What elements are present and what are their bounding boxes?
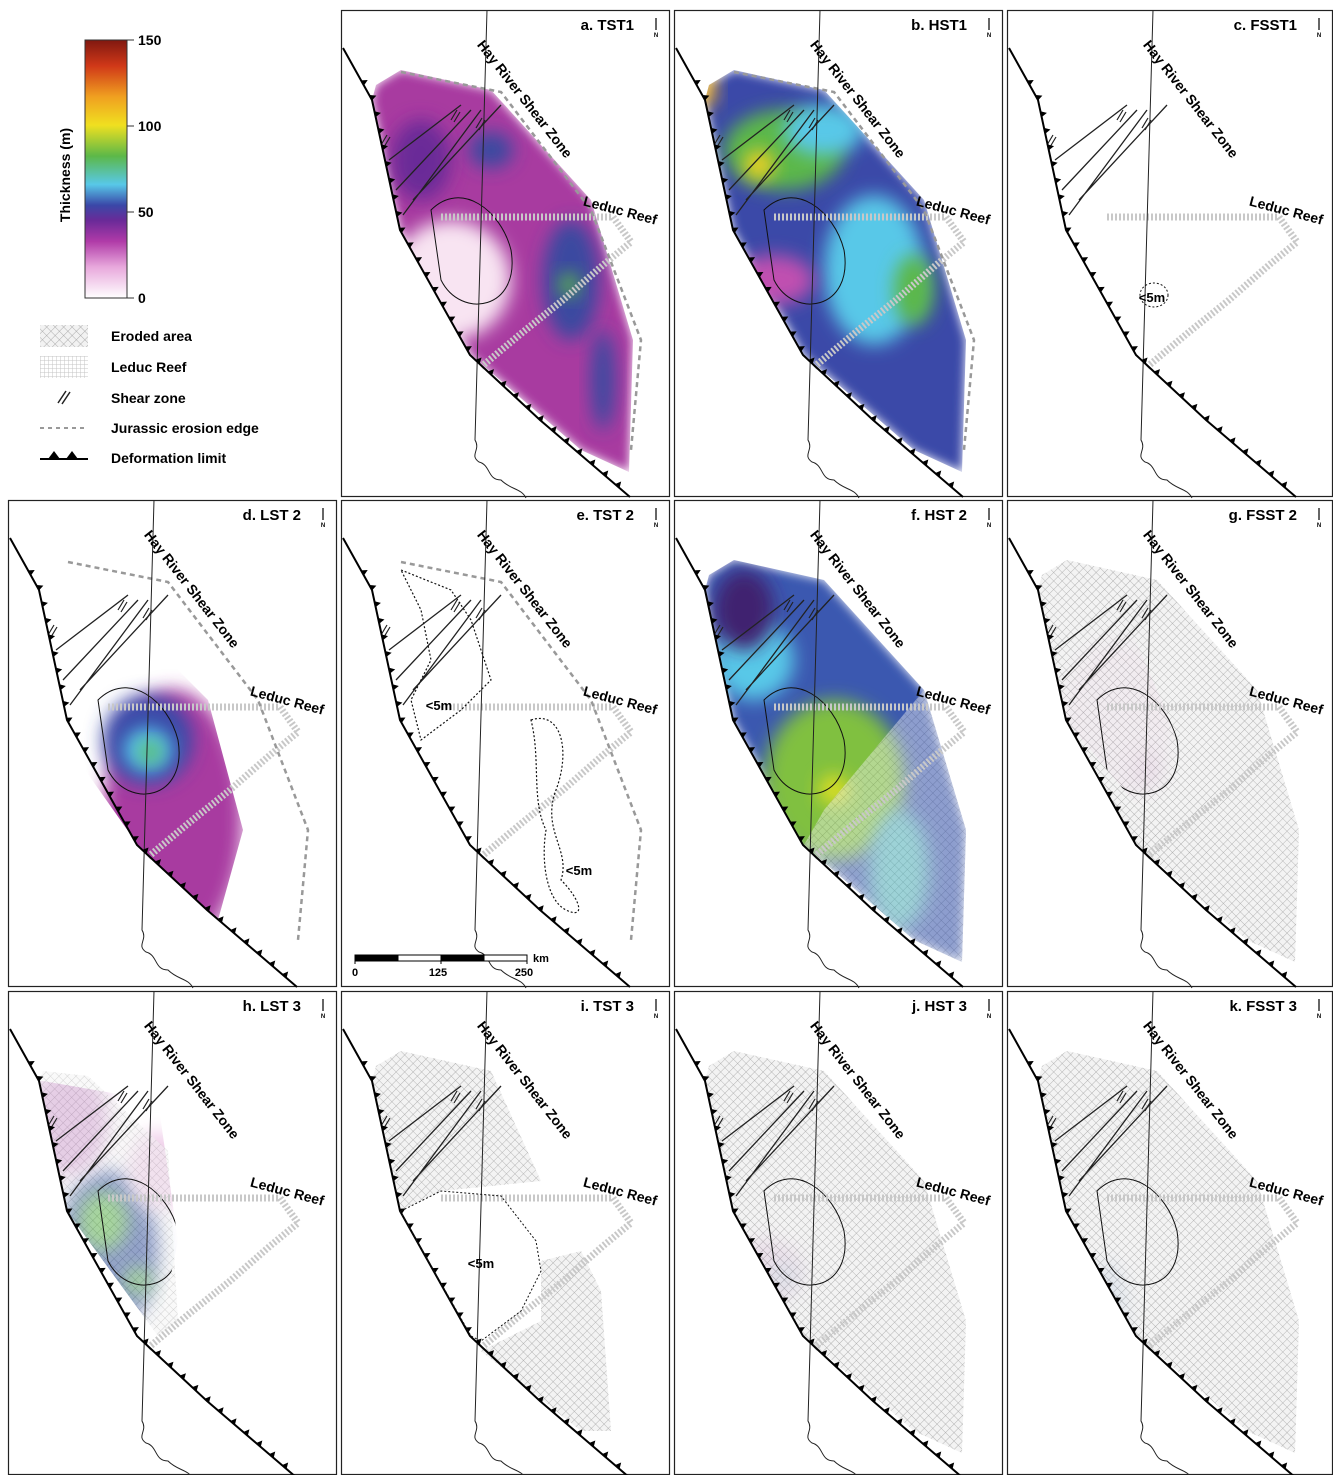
north-label: N <box>321 1014 325 1020</box>
shear-swatch <box>58 391 70 404</box>
map-panel: g. FSST 2NHay River Shear ZoneLeduc Reef <box>1008 500 1333 988</box>
panel-title: e. TST 2 <box>576 507 634 524</box>
map-panel: k. FSST 3NHay River Shear ZoneLeduc Reef <box>1008 991 1333 1475</box>
north-label: N <box>654 523 658 529</box>
scale-unit: km <box>533 953 549 965</box>
scale-segment <box>441 955 484 961</box>
north-label: N <box>987 523 991 529</box>
page: {"legend": { "colorbar": {"title": "Thic… <box>0 0 1333 1480</box>
deformation-swatch <box>40 451 88 459</box>
panel-title: a. TST1 <box>581 17 634 34</box>
north-label: N <box>1317 523 1321 529</box>
scale-segment <box>484 955 527 961</box>
panel-title: b. HST1 <box>911 17 967 34</box>
colorbar-title: Thickness (m) <box>57 128 73 222</box>
map-panel: a. TST1NHay River Shear ZoneLeduc Reef <box>342 10 670 498</box>
eroded-swatch <box>40 325 88 347</box>
north-label: N <box>654 33 658 39</box>
north-label: N <box>321 523 325 529</box>
legend-label: Shear zone <box>111 390 186 406</box>
note-label: <5m <box>426 698 452 713</box>
scale-tick-label: 250 <box>515 967 533 979</box>
note-label: <5m <box>566 863 592 878</box>
legend-label: Deformation limit <box>111 450 226 466</box>
panel-title: k. FSST 3 <box>1229 998 1297 1015</box>
north-label: N <box>1317 33 1321 39</box>
panel-title: f. HST 2 <box>911 507 967 524</box>
map-panel: j. HST 3NHay River Shear ZoneLeduc Reef <box>675 991 1003 1475</box>
scale-tick-label: 125 <box>429 967 447 979</box>
scale-tick-label: 0 <box>352 967 358 979</box>
north-label: N <box>987 33 991 39</box>
panel-title: i. TST 3 <box>581 998 634 1015</box>
thickness-blob <box>469 132 513 168</box>
colorbar-tick-label: 100 <box>138 118 162 134</box>
colorbar-tick-label: 150 <box>138 32 162 48</box>
note-label: <5m <box>1139 290 1165 305</box>
legend: Thickness (m) 0 50 100 150 Eroded area Leduc … <box>40 32 259 466</box>
colorbar-tick-label: 0 <box>138 290 146 306</box>
panel-title: g. FSST 2 <box>1229 507 1297 524</box>
colorbar <box>85 40 127 298</box>
map-panel: d. LST 2NHay River Shear ZoneLeduc Reef <box>9 500 337 988</box>
legend-label: Eroded area <box>111 328 192 344</box>
panel-title: j. HST 3 <box>911 998 967 1015</box>
scale-segment <box>355 955 398 961</box>
panel-title: h. LST 3 <box>243 998 301 1015</box>
reef-swatch <box>40 356 88 378</box>
north-label: N <box>987 1014 991 1020</box>
legend-label: Leduc Reef <box>111 359 187 375</box>
thickness-blob <box>894 255 934 325</box>
note-label: <5m <box>468 1256 494 1271</box>
figure: Thickness (m) 0 50 100 150 Eroded area Leduc … <box>0 0 1333 1475</box>
legend-label: Jurassic erosion edge <box>111 420 259 436</box>
panel-title: d. LST 2 <box>243 507 301 524</box>
scale-segment <box>398 955 441 961</box>
thickness-blob <box>391 120 451 200</box>
thickness-blob <box>140 742 160 762</box>
colorbar-tick-label: 50 <box>138 204 154 220</box>
thickness-blob <box>591 330 615 430</box>
map-panel: e. TST 2NHay River Shear ZoneLeduc Reef<… <box>342 500 670 988</box>
north-label: N <box>1317 1014 1321 1020</box>
panel-title: c. FSST1 <box>1234 17 1297 34</box>
north-label: N <box>654 1014 658 1020</box>
thickness-blob <box>714 570 774 650</box>
